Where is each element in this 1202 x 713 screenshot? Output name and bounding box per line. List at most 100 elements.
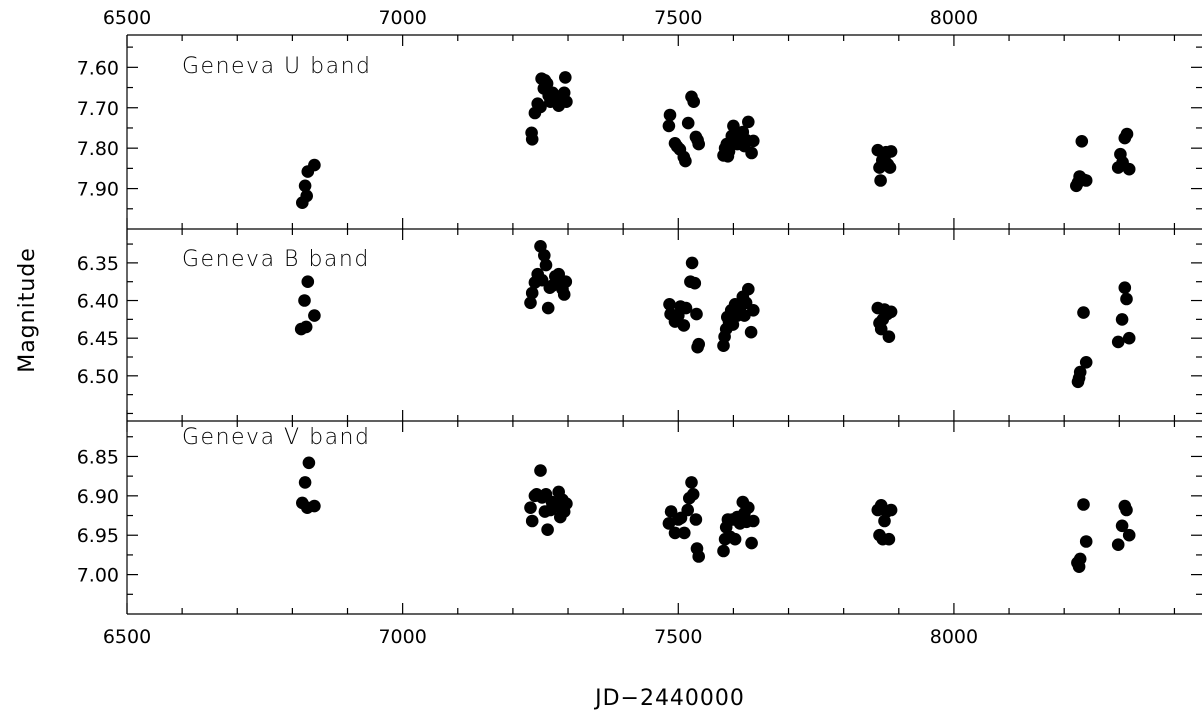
data-point [559,71,572,84]
data-point [747,304,760,317]
data-point [663,108,677,122]
data-point [1115,519,1129,533]
data-point [1115,313,1129,326]
data-point [686,488,700,501]
x-tick-label-top: 8000 [930,7,978,29]
data-point [525,514,539,528]
data-point [745,146,758,160]
x-tick-label-top: 6500 [103,7,151,29]
data-point [308,309,321,322]
data-point [1079,356,1093,369]
data-point [874,322,888,336]
data-point [874,174,887,187]
x-tick-label-top: 7000 [378,7,426,29]
data-point [728,532,742,546]
data-point [560,95,573,108]
data-point [722,145,736,158]
data-point [1120,503,1133,517]
data-point [1077,306,1090,319]
data-point [308,158,321,172]
panel-2: 6.35 6.40 6.45 6.50 Geneva B band [77,240,1202,415]
data-point [540,77,554,90]
y-tick-label: 6.85 [77,446,119,468]
x-tick-label-bottom: 7500 [654,626,702,648]
data-point [662,119,676,133]
y-tick-label: 6.35 [77,253,119,275]
data-point [681,503,694,517]
panel-label: Geneva U band [182,54,372,79]
data-point [1075,135,1089,148]
data-point [1122,331,1136,345]
data-point [745,536,758,550]
data-point [1120,127,1134,141]
data-point [524,296,537,310]
y-axis-title: Magnitude [15,247,40,373]
data-point [1111,538,1125,551]
panel-1: 7.60 7.70 7.80 7.90 Geneva U band [77,46,1202,210]
data-point [747,514,760,528]
data-point [557,288,571,301]
data-point [534,464,547,477]
y-tick-label: 7.80 [77,138,119,160]
panel-3: 6.85 6.90 6.95 7.00 Geneva V band [77,425,1202,595]
data-point [884,145,898,158]
data-point [525,133,539,146]
data-point [1077,498,1090,511]
data-point [692,337,705,351]
data-point [747,134,760,148]
data-point [744,325,758,339]
data-point [298,294,311,307]
plot-frame [126,34,1202,615]
data-point [539,258,553,272]
data-point [679,301,693,315]
y-tick-label: 7.90 [77,179,119,201]
data-point [668,526,682,540]
x-tick-label-bottom: 7000 [378,626,426,648]
data-point [1073,365,1087,379]
data-point [685,256,699,270]
data-point [685,476,698,489]
y-tick-label: 6.95 [77,525,119,547]
data-point [884,305,898,319]
y-tick-label: 7.70 [77,98,119,120]
data-point [882,330,896,344]
data-point [301,275,315,289]
x-tick-label-bottom: 8000 [930,626,978,648]
panel-label: Geneva V band [182,425,370,450]
data-point [300,189,314,203]
data-point [525,286,539,300]
data-point [560,497,573,511]
data-point [688,276,702,290]
data-point [534,100,547,114]
data-point [692,550,705,563]
data-point [717,544,730,558]
data-point [302,456,316,470]
data-point [742,115,755,129]
y-tick-label: 6.40 [77,291,119,313]
plot-panels: 7.60 7.70 7.80 7.90 Geneva U band 6.35 6.40 6.4… [77,46,1202,595]
data-point [883,161,897,174]
data-point [298,476,312,489]
data-point [1111,335,1125,349]
data-point [878,514,891,528]
data-point [298,179,312,193]
y-tick-label: 6.90 [77,486,119,508]
x-tick-label-bottom: 6500 [103,626,151,648]
data-point [742,501,755,514]
data-point [1118,281,1132,295]
data-point [1120,292,1133,306]
data-point [690,307,703,321]
data-point [1073,552,1087,566]
x-tick-label-top: 7500 [654,7,702,29]
y-tick-label: 6.45 [77,328,119,350]
data-point [541,301,555,315]
y-tick-label: 6.50 [77,366,119,388]
data-point [687,95,700,108]
data-point [541,523,554,536]
data-point [1122,528,1136,542]
data-point [308,499,321,513]
data-point [689,513,703,526]
data-point [1079,535,1093,548]
y-tick-label: 7.60 [77,57,119,79]
